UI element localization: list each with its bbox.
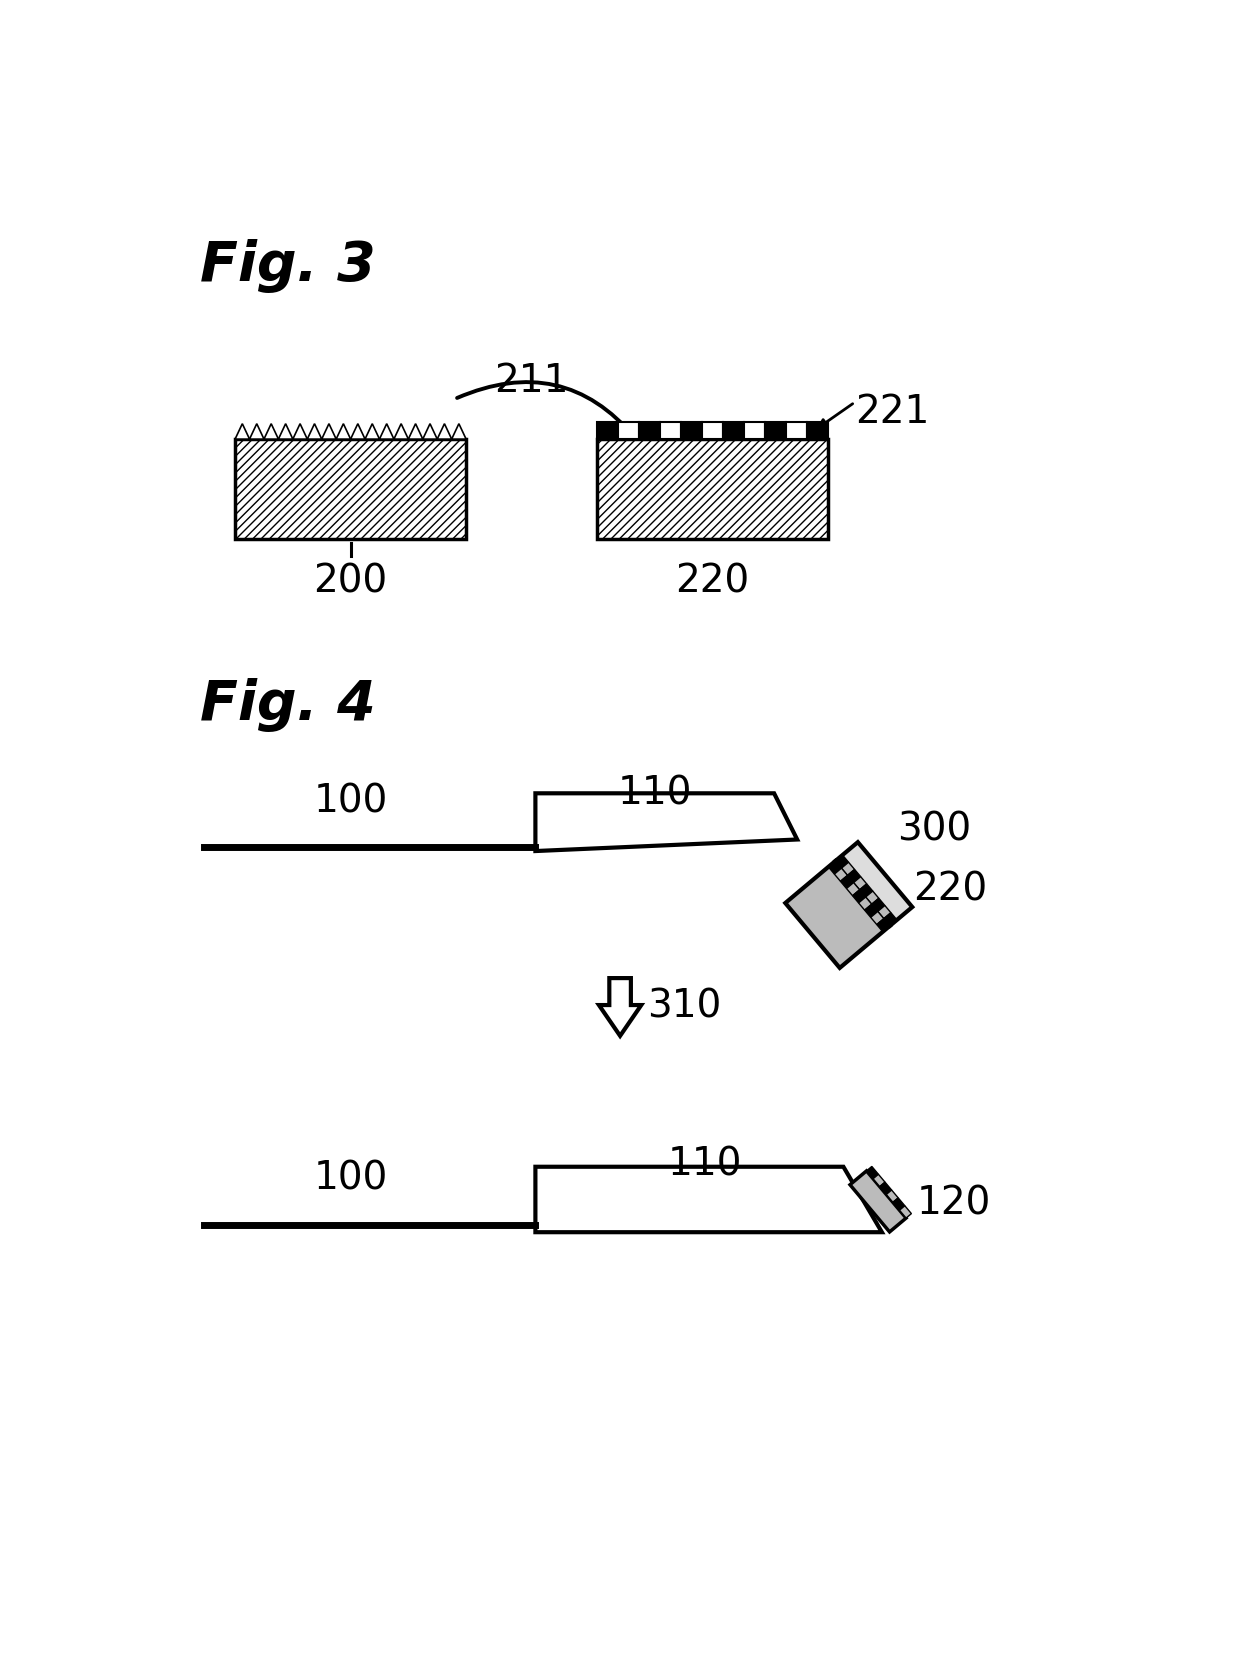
Polygon shape: [279, 424, 293, 439]
Polygon shape: [879, 1182, 892, 1194]
Bar: [618, 423, 639, 439]
Text: 110: 110: [618, 775, 692, 812]
Text: 100: 100: [314, 782, 388, 820]
Polygon shape: [849, 1171, 906, 1232]
Text: 220: 220: [676, 563, 750, 600]
Polygon shape: [893, 1197, 905, 1211]
Text: 100: 100: [314, 1159, 388, 1197]
Polygon shape: [249, 424, 264, 439]
Bar: [596, 423, 618, 439]
Text: 110: 110: [667, 1146, 742, 1182]
Bar: [639, 423, 660, 439]
Text: 221: 221: [854, 392, 929, 431]
Polygon shape: [321, 424, 336, 439]
Polygon shape: [873, 1174, 885, 1187]
Polygon shape: [438, 424, 451, 439]
Bar: [786, 423, 807, 439]
Bar: [596, 439, 828, 539]
Polygon shape: [847, 882, 859, 895]
Polygon shape: [866, 892, 879, 903]
Polygon shape: [536, 1167, 882, 1232]
Text: 300: 300: [898, 810, 972, 848]
Polygon shape: [394, 424, 408, 439]
Polygon shape: [236, 424, 249, 439]
Polygon shape: [877, 919, 890, 932]
Bar: [660, 423, 681, 439]
Text: Fig. 4: Fig. 4: [201, 678, 376, 731]
Text: 220: 220: [913, 870, 987, 908]
Polygon shape: [785, 862, 890, 969]
Text: 310: 310: [647, 989, 722, 1025]
Polygon shape: [336, 424, 351, 439]
Bar: [723, 423, 744, 439]
Polygon shape: [887, 1191, 898, 1202]
Polygon shape: [853, 890, 866, 903]
Polygon shape: [408, 424, 423, 439]
Text: Fig. 3: Fig. 3: [201, 239, 376, 292]
Polygon shape: [867, 1166, 878, 1179]
Polygon shape: [599, 979, 641, 1035]
Polygon shape: [264, 424, 279, 439]
Polygon shape: [899, 1206, 911, 1217]
Polygon shape: [853, 877, 867, 890]
Polygon shape: [828, 862, 842, 873]
Bar: [744, 423, 765, 439]
Bar: [681, 423, 702, 439]
Polygon shape: [847, 870, 861, 882]
Polygon shape: [864, 903, 878, 917]
Bar: [702, 423, 723, 439]
Polygon shape: [351, 424, 365, 439]
Polygon shape: [842, 862, 854, 875]
Bar: [807, 423, 828, 439]
Polygon shape: [293, 424, 308, 439]
Polygon shape: [870, 912, 884, 925]
Polygon shape: [379, 424, 394, 439]
Polygon shape: [859, 883, 873, 897]
Polygon shape: [836, 842, 913, 925]
Text: 120: 120: [916, 1184, 991, 1222]
Polygon shape: [451, 424, 466, 439]
Bar: [765, 423, 786, 439]
Polygon shape: [836, 855, 848, 868]
FancyArrowPatch shape: [458, 382, 635, 438]
Polygon shape: [872, 898, 885, 912]
Polygon shape: [878, 905, 890, 919]
Polygon shape: [835, 868, 847, 882]
Text: 211: 211: [495, 362, 569, 401]
Text: 200: 200: [314, 563, 388, 600]
Polygon shape: [858, 897, 872, 910]
Polygon shape: [308, 424, 321, 439]
Polygon shape: [884, 913, 897, 925]
Polygon shape: [841, 875, 853, 888]
Polygon shape: [365, 424, 379, 439]
Polygon shape: [423, 424, 438, 439]
Bar: [236, 439, 466, 539]
Polygon shape: [536, 793, 797, 852]
